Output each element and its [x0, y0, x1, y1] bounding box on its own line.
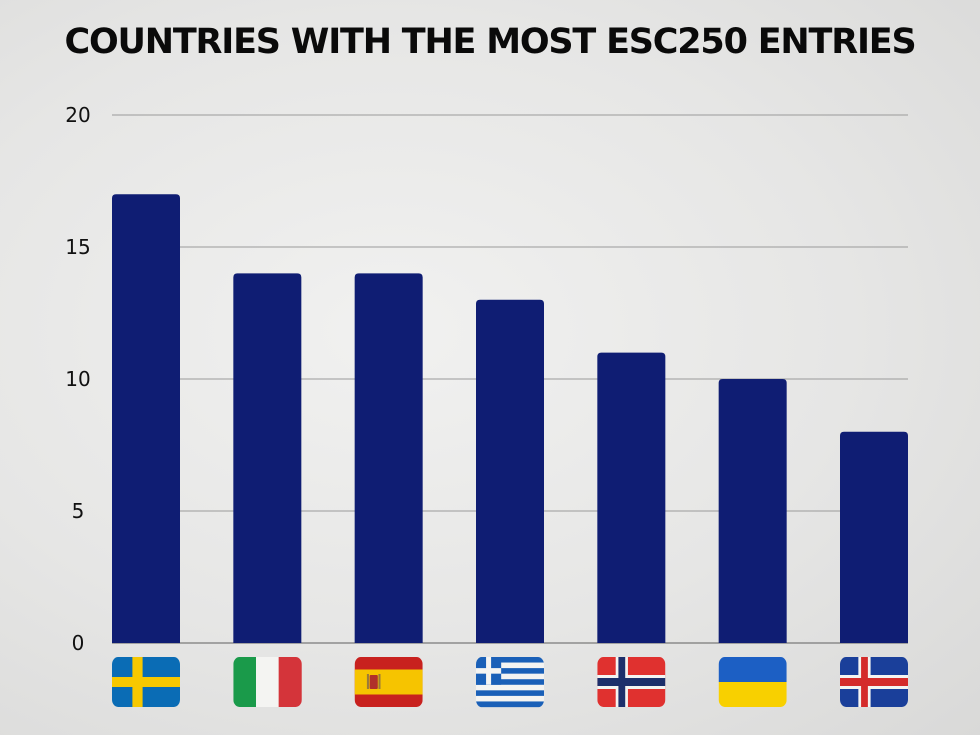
bar-sweden	[112, 194, 180, 643]
y-tick-label: 0	[72, 631, 85, 655]
bars	[112, 194, 908, 643]
bar-iceland	[840, 431, 908, 643]
bar-norway	[597, 352, 666, 643]
y-tick-label: 20	[65, 103, 90, 127]
sweden-flag-icon	[112, 657, 180, 707]
category-flags	[112, 657, 908, 708]
greece-flag-icon	[476, 657, 544, 708]
y-tick-label: 15	[65, 235, 90, 259]
iceland-flag-icon	[840, 657, 908, 707]
bar-spain	[354, 273, 423, 643]
y-tick-label: 10	[65, 367, 90, 391]
ukraine-flag-icon	[718, 657, 787, 707]
bar-greece	[476, 299, 544, 643]
chart-title: COUNTRIES WITH THE MOST ESC250 ENTRIES	[64, 22, 916, 62]
bar-italy	[233, 273, 302, 643]
y-axis-ticks: 0 5 10 15 20	[65, 103, 90, 655]
spain-flag-icon	[354, 657, 423, 707]
y-tick-label: 5	[72, 499, 85, 523]
bar-ukraine	[718, 379, 787, 643]
norway-flag-icon	[597, 657, 666, 707]
italy-flag-icon	[233, 657, 302, 707]
